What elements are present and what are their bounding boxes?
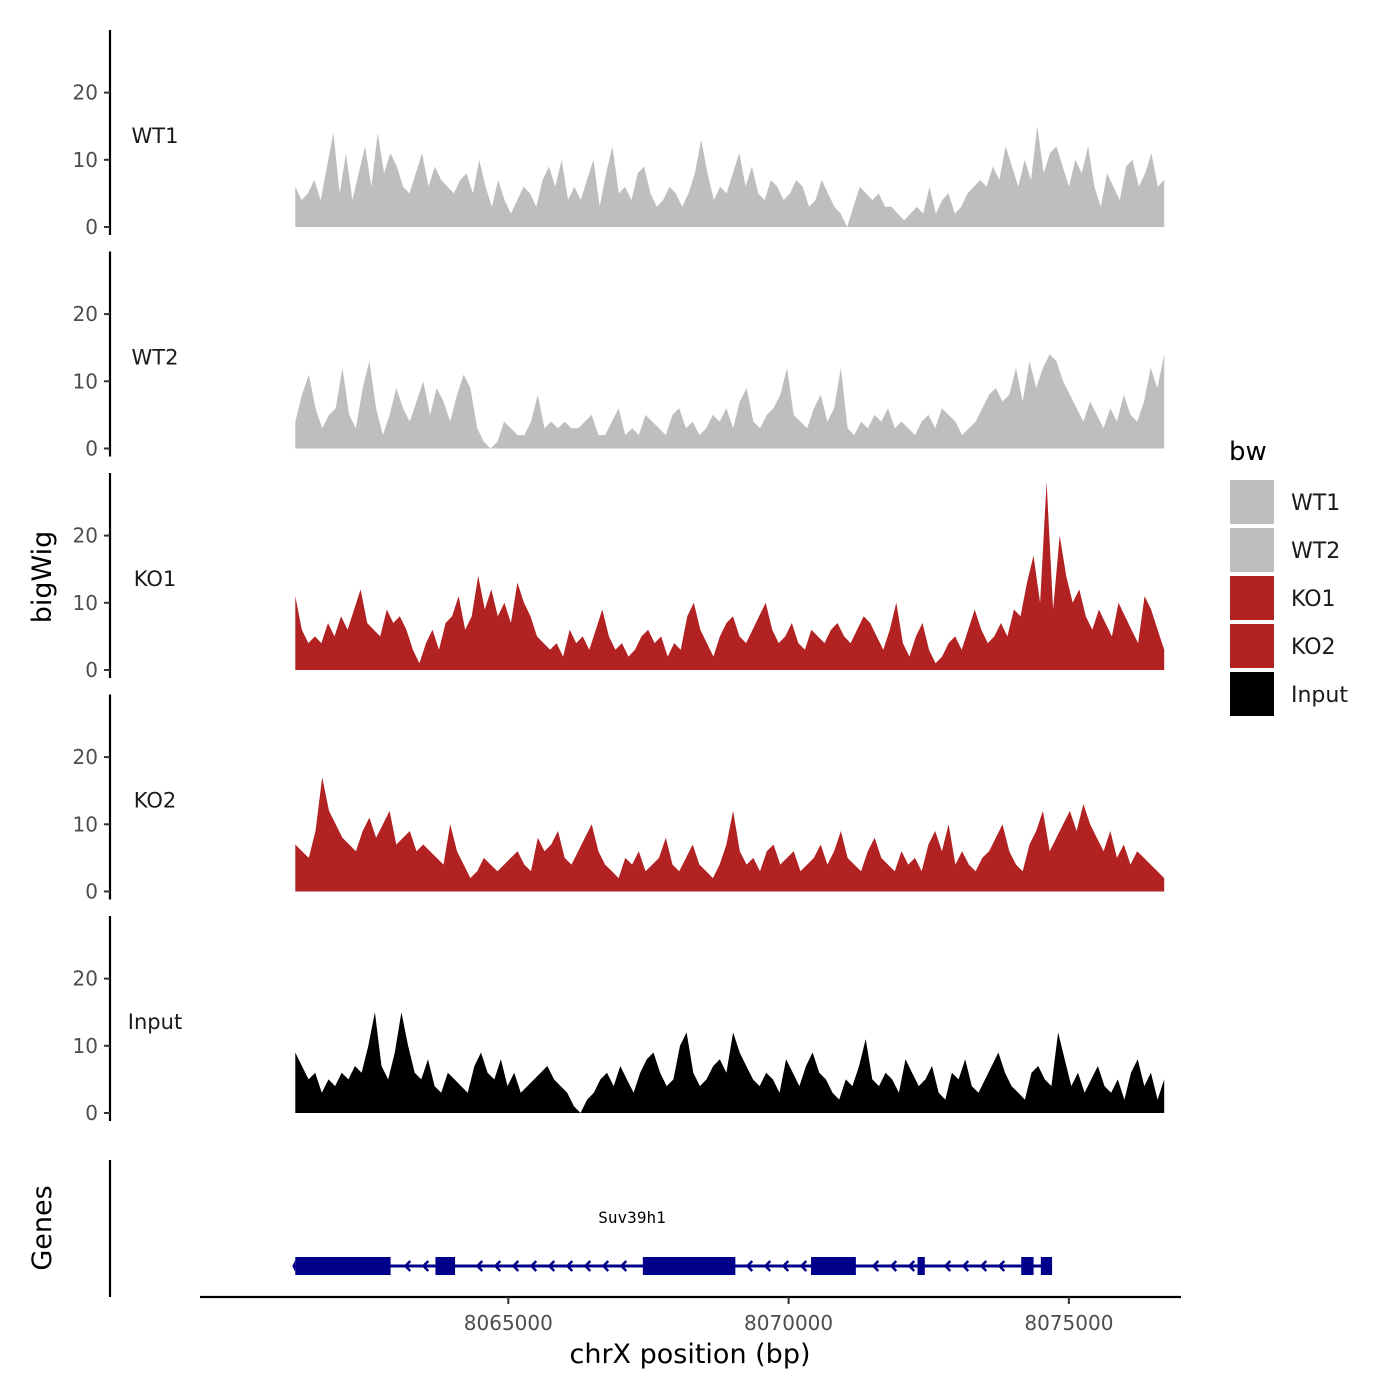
strand-chevron: [547, 1260, 556, 1272]
legend: bw WT1 WT2 KO1 KO2 Input: [1229, 437, 1348, 716]
y-tick-label-wt1-0: 0: [85, 215, 98, 239]
exon-3: [642, 1257, 736, 1275]
exon-6: [1021, 1257, 1034, 1275]
y-tick-label-wt1-10: 10: [73, 148, 98, 172]
genes-axis-title: Genes: [27, 1185, 58, 1270]
track-label-ko2: KO2: [134, 789, 177, 813]
y-tick-label-input-0: 0: [85, 1101, 98, 1125]
y-tick-label-wt2-20: 20: [73, 302, 98, 326]
legend-key-wt2: [1230, 528, 1274, 572]
x-axis: 8065000 8070000 8075000: [200, 1295, 1181, 1335]
exon-5: [917, 1257, 925, 1275]
y-axis-title: bigWig: [27, 531, 58, 624]
track-label-input: Input: [128, 1010, 182, 1034]
legend-label-wt1: WT1: [1291, 491, 1340, 516]
y-tick-label-wt1-20: 20: [73, 81, 98, 105]
exon-4: [811, 1257, 856, 1275]
strand-chevron: [493, 1260, 502, 1272]
y-tick-label-ko2-10: 10: [73, 812, 98, 836]
strand-chevron: [745, 1260, 754, 1272]
y-tick-label-wt2-10: 10: [73, 369, 98, 393]
exon-1: [295, 1257, 391, 1275]
y-tick-label-input-10: 10: [73, 1034, 98, 1058]
track-label-wt1: WT1: [132, 124, 179, 148]
strand-chevron: [997, 1260, 1006, 1272]
strand-chevron: [619, 1260, 628, 1272]
track-panel-ko2: 0 10 20 KO2: [73, 694, 1165, 904]
signal-area-ko2: [295, 777, 1165, 892]
signal-area-wt2: [295, 354, 1165, 449]
signal-area-wt1: [295, 126, 1165, 227]
strand-chevron: [403, 1260, 412, 1272]
strand-chevron: [583, 1260, 592, 1272]
strand-chevron: [889, 1260, 898, 1272]
strand-chevron: [763, 1260, 772, 1272]
strand-chevron: [475, 1260, 484, 1272]
exon-2: [435, 1257, 456, 1275]
y-tick-label-ko1-20: 20: [73, 524, 98, 548]
strand-chevron: [907, 1260, 916, 1272]
strand-chevron: [601, 1260, 610, 1272]
legend-key-ko1: [1230, 576, 1274, 620]
y-tick-label-wt2-0: 0: [85, 437, 98, 461]
strand-chevron: [799, 1260, 808, 1272]
y-tick-label-ko1-0: 0: [85, 658, 98, 682]
track-panel-input: 0 10 20 Input: [73, 916, 1165, 1125]
signal-area-input: [295, 1012, 1165, 1113]
legend-label-ko1: KO1: [1291, 587, 1336, 612]
strand-chevron: [871, 1260, 880, 1272]
x-tick-label-8065000: 8065000: [464, 1311, 553, 1335]
gene-name-label: Suv39h1: [598, 1208, 665, 1227]
legend-title: bw: [1229, 437, 1267, 467]
track-label-ko1: KO1: [134, 567, 177, 591]
strand-chevron: [961, 1260, 970, 1272]
gene-track: Suv39h1: [108, 1160, 1053, 1297]
x-axis-title: chrX position (bp): [569, 1339, 810, 1370]
legend-key-wt1: [1230, 480, 1274, 524]
strand-chevron: [511, 1260, 520, 1272]
y-tick-label-ko1-10: 10: [73, 591, 98, 615]
track-label-wt2: WT2: [132, 346, 179, 370]
x-tick-label-8075000: 8075000: [1024, 1311, 1113, 1335]
track-panel-wt1: 0 10 20 WT1: [73, 30, 1165, 239]
exon-7: [1040, 1257, 1053, 1275]
tracks-layer: 0 10 20 WT1 0 10 20 WT2 0 10 20 KO1 0 10 20 KO2 0 10 20 Inp…: [73, 30, 1165, 1125]
strand-chevron: [529, 1260, 538, 1272]
strand-chevron: [979, 1260, 988, 1272]
x-tick-label-8070000: 8070000: [744, 1311, 833, 1335]
legend-label-wt2: WT2: [1291, 539, 1340, 564]
signal-area-ko1: [295, 481, 1165, 670]
strand-chevron: [421, 1260, 430, 1272]
y-tick-label-ko2-20: 20: [73, 745, 98, 769]
gene-start-tip: [292, 1260, 296, 1272]
y-tick-label-ko2-0: 0: [85, 880, 98, 904]
legend-key-ko2: [1230, 624, 1274, 668]
y-tick-label-input-20: 20: [73, 967, 98, 991]
legend-label-input: Input: [1291, 683, 1348, 708]
track-panel-ko1: 0 10 20 KO1: [73, 473, 1165, 682]
track-panel-wt2: 0 10 20 WT2: [73, 251, 1165, 461]
legend-key-input: [1230, 672, 1274, 716]
strand-chevron: [781, 1260, 790, 1272]
legend-label-ko2: KO2: [1291, 635, 1336, 660]
strand-chevron: [565, 1260, 574, 1272]
strand-chevron: [943, 1260, 952, 1272]
